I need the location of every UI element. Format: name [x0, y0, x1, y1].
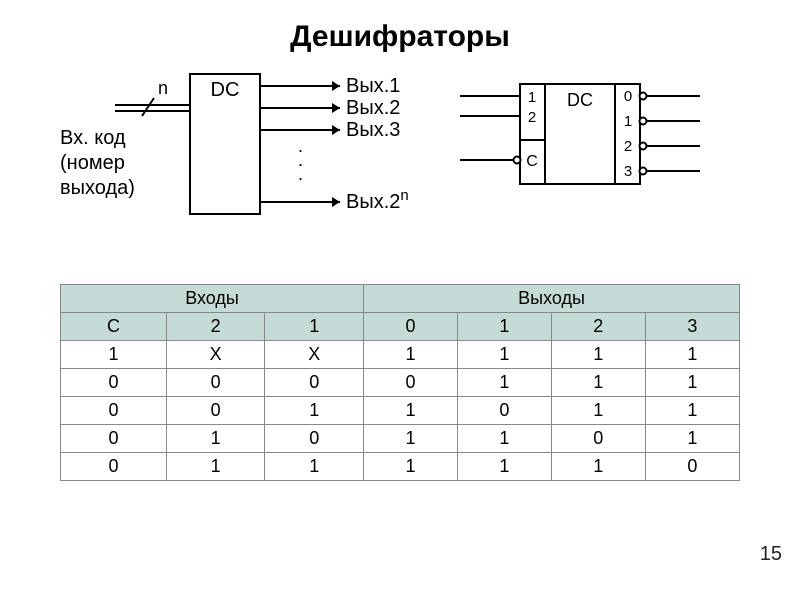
column-header: 1	[457, 313, 551, 341]
table-cell: 1	[551, 369, 645, 397]
page-title: Дешифраторы	[0, 0, 800, 54]
table-cell: 0	[457, 397, 551, 425]
table-row: 0000111	[61, 369, 740, 397]
column-header: C	[61, 313, 167, 341]
column-header: 0	[364, 313, 458, 341]
table-cell: 1	[364, 397, 458, 425]
decoder-diagram-1: DC n Вх. код (номер выхода) Вых.1 Вых.2 …	[60, 64, 430, 274]
dc2-in2: 2	[528, 109, 536, 126]
column-header: 1	[265, 313, 364, 341]
table-cell: 1	[457, 453, 551, 481]
table-cell: 0	[166, 369, 264, 397]
table-cell: 1	[551, 341, 645, 369]
table-cell: 0	[61, 397, 167, 425]
table-cell: 1	[265, 453, 364, 481]
table-cell: 1	[265, 397, 364, 425]
diagrams-area: DC n Вх. код (номер выхода) Вых.1 Вых.2 …	[0, 54, 800, 284]
page-number: 15	[760, 543, 782, 566]
dc2-out3-lbl: 3	[624, 163, 632, 180]
truth-table: ВходыВыходыC2101231XX1111000011100110110…	[60, 284, 740, 481]
table-cell: 1	[645, 369, 739, 397]
table-row: 0101101	[61, 425, 740, 453]
table-cell: X	[265, 341, 364, 369]
dc2-out3	[640, 168, 701, 175]
decoder-diagram-2: DC 1 2 C 0 1 2 3	[440, 74, 740, 224]
dc2-out2	[640, 143, 701, 150]
output-1-label: Вых.1	[346, 75, 400, 97]
table-row: 0111110	[61, 453, 740, 481]
table-cell: 1	[457, 341, 551, 369]
table-cell: 0	[645, 453, 739, 481]
table-row: 0011011	[61, 397, 740, 425]
group-header: Входы	[61, 285, 364, 313]
output-3: Вых.3	[260, 119, 400, 141]
dc2-out1	[640, 118, 701, 125]
dc2-inC: C	[526, 153, 538, 170]
table-cell: 1	[551, 453, 645, 481]
dc2-out0	[640, 93, 701, 100]
dc-label: DC	[211, 79, 240, 101]
dc2-label: DC	[567, 90, 593, 110]
output-2: Вых.2	[260, 97, 400, 119]
table-cell: 1	[364, 341, 458, 369]
table-cell: 0	[61, 369, 167, 397]
input-text-2: (номер	[60, 152, 125, 174]
column-header: 3	[645, 313, 739, 341]
output-last-label: Вых.2n	[346, 187, 409, 213]
column-header: 2	[166, 313, 264, 341]
dc2-inC-bubble	[514, 157, 521, 164]
table-cell: 1	[645, 425, 739, 453]
table-cell: 0	[364, 369, 458, 397]
input-text-1: Вх. код	[60, 127, 126, 149]
output-last: Вых.2n	[260, 187, 409, 213]
table-cell: X	[166, 341, 264, 369]
table-cell: 1	[645, 341, 739, 369]
table-cell: 1	[166, 425, 264, 453]
dc2-out2-lbl: 2	[624, 138, 632, 155]
column-header: 2	[551, 313, 645, 341]
table-cell: 1	[457, 369, 551, 397]
table-cell: 1	[166, 453, 264, 481]
output-1: Вых.1	[260, 75, 400, 97]
table-cell: 0	[166, 397, 264, 425]
dots-3: .	[298, 164, 303, 184]
bus-n-label: n	[158, 78, 168, 98]
table-cell: 1	[364, 453, 458, 481]
table-cell: 1	[551, 397, 645, 425]
table-cell: 1	[364, 425, 458, 453]
dc2-out0-lbl: 0	[624, 88, 632, 105]
table-cell: 1	[645, 397, 739, 425]
table-cell: 0	[551, 425, 645, 453]
output-2-label: Вых.2	[346, 97, 400, 119]
output-3-label: Вых.3	[346, 119, 400, 141]
dc2-out1-lbl: 1	[624, 113, 632, 130]
table-cell: 1	[61, 341, 167, 369]
table-cell: 1	[457, 425, 551, 453]
bus-slash	[142, 98, 154, 116]
table-row: 1XX1111	[61, 341, 740, 369]
table-cell: 0	[61, 425, 167, 453]
table-cell: 0	[265, 425, 364, 453]
input-text-3: выхода)	[60, 177, 135, 199]
table-cell: 0	[265, 369, 364, 397]
group-header: Выходы	[364, 285, 740, 313]
table-cell: 0	[61, 453, 167, 481]
dc2-in1: 1	[528, 89, 536, 106]
